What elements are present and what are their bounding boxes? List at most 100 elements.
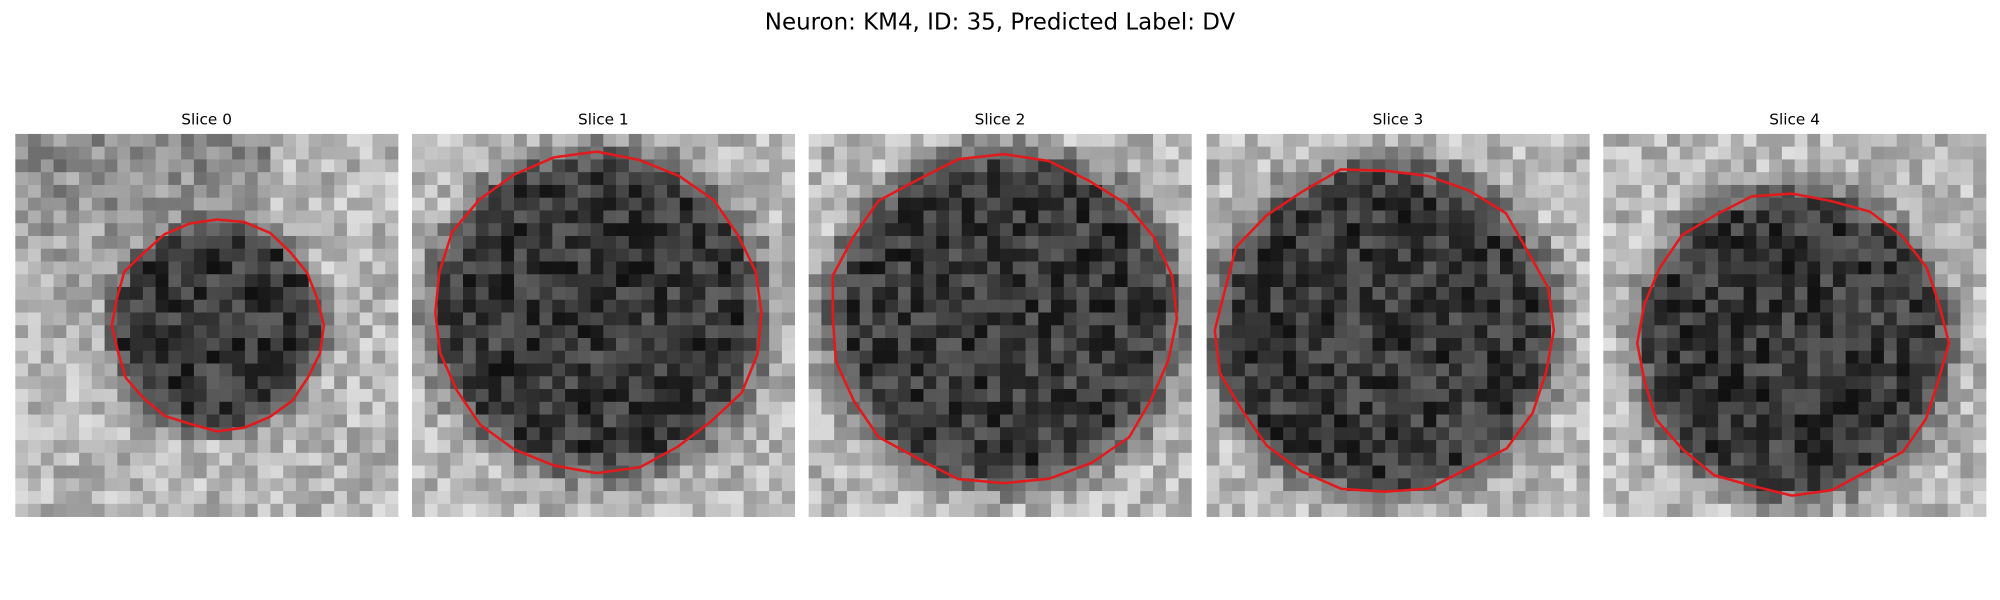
pixel <box>1153 414 1167 428</box>
pixel <box>936 223 950 237</box>
pixel <box>590 184 604 199</box>
pixel <box>743 210 757 224</box>
pixel <box>104 261 118 275</box>
pixel <box>1051 133 1065 148</box>
pixel <box>679 248 693 262</box>
pixel <box>808 312 822 326</box>
pixel <box>244 350 259 364</box>
pixel <box>1076 223 1090 237</box>
pixel <box>846 338 861 352</box>
pixel <box>117 286 131 301</box>
pixel <box>1114 210 1128 224</box>
pixel <box>808 159 822 173</box>
pixel <box>603 286 617 301</box>
pixel <box>603 172 617 186</box>
pixel <box>1153 440 1167 454</box>
pixel <box>577 299 591 313</box>
pixel <box>743 159 757 173</box>
pixel <box>821 389 835 403</box>
pixel <box>1474 465 1488 479</box>
pixel <box>359 363 373 377</box>
contour <box>1635 192 1951 497</box>
pixel <box>1089 478 1103 492</box>
pixel <box>974 133 988 148</box>
pixel <box>641 503 655 517</box>
pixel <box>79 427 93 441</box>
pixel <box>308 491 322 505</box>
pixel <box>1603 159 1617 173</box>
pixel <box>1372 491 1386 505</box>
pixel <box>910 338 924 352</box>
pixel <box>66 197 80 211</box>
pixel <box>1346 274 1361 288</box>
pixel <box>743 197 757 211</box>
pixel <box>756 491 770 505</box>
pixel <box>28 376 42 390</box>
pixel <box>501 286 515 301</box>
pixel <box>808 427 822 441</box>
pixel <box>1641 248 1655 262</box>
pixel <box>987 223 1001 237</box>
pixel <box>53 491 67 505</box>
pixel <box>463 172 477 186</box>
pixel <box>1295 503 1310 517</box>
pixel <box>1871 299 1885 313</box>
pixel <box>514 261 528 275</box>
pixel <box>1692 261 1706 275</box>
pixel <box>1385 172 1399 186</box>
pixel <box>1321 440 1335 454</box>
pixel <box>1769 491 1783 505</box>
pixel <box>232 312 246 326</box>
pixel <box>936 133 950 148</box>
pixel <box>1576 338 1590 352</box>
pixel <box>897 452 912 466</box>
pixel <box>1089 338 1103 352</box>
pixel <box>1257 503 1271 517</box>
pixel <box>1922 172 1936 186</box>
pixel <box>1794 338 1808 352</box>
pixel <box>654 286 668 301</box>
pixel <box>244 146 259 160</box>
pixel <box>1525 427 1539 441</box>
pixel <box>1883 389 1898 403</box>
pixel <box>232 235 246 250</box>
pixel <box>501 452 515 466</box>
pixel <box>948 414 963 428</box>
pixel <box>1616 325 1630 339</box>
pixel <box>1244 491 1259 505</box>
pixel <box>1178 299 1192 313</box>
pixel <box>257 184 271 199</box>
pixel <box>1232 363 1246 377</box>
pixel <box>1832 146 1847 160</box>
pixel <box>641 248 655 262</box>
pixel <box>283 478 297 492</box>
pixel <box>463 274 477 288</box>
pixel <box>1641 325 1655 339</box>
pixel <box>923 235 937 250</box>
pixel <box>616 414 630 428</box>
pixel <box>743 465 757 479</box>
pixel <box>1385 491 1399 505</box>
pixel <box>424 401 438 415</box>
pixel <box>654 478 668 492</box>
pixel <box>821 197 835 211</box>
pixel <box>1165 503 1179 517</box>
pixel <box>1551 440 1565 454</box>
pixel <box>1603 325 1617 339</box>
pixel <box>372 414 386 428</box>
pixel <box>1538 478 1552 492</box>
pixel <box>1283 184 1297 199</box>
pixel <box>1603 248 1617 262</box>
pixel <box>334 503 348 517</box>
pixel <box>372 312 386 326</box>
pixel <box>219 363 233 377</box>
pixel <box>346 478 361 492</box>
pixel <box>781 286 796 301</box>
pixel <box>1563 159 1577 173</box>
pixel <box>1896 427 1910 441</box>
pixel <box>1321 235 1335 250</box>
pixel <box>372 491 386 505</box>
pixel <box>1576 299 1590 313</box>
pixel <box>808 478 822 492</box>
pixel <box>1244 503 1259 517</box>
